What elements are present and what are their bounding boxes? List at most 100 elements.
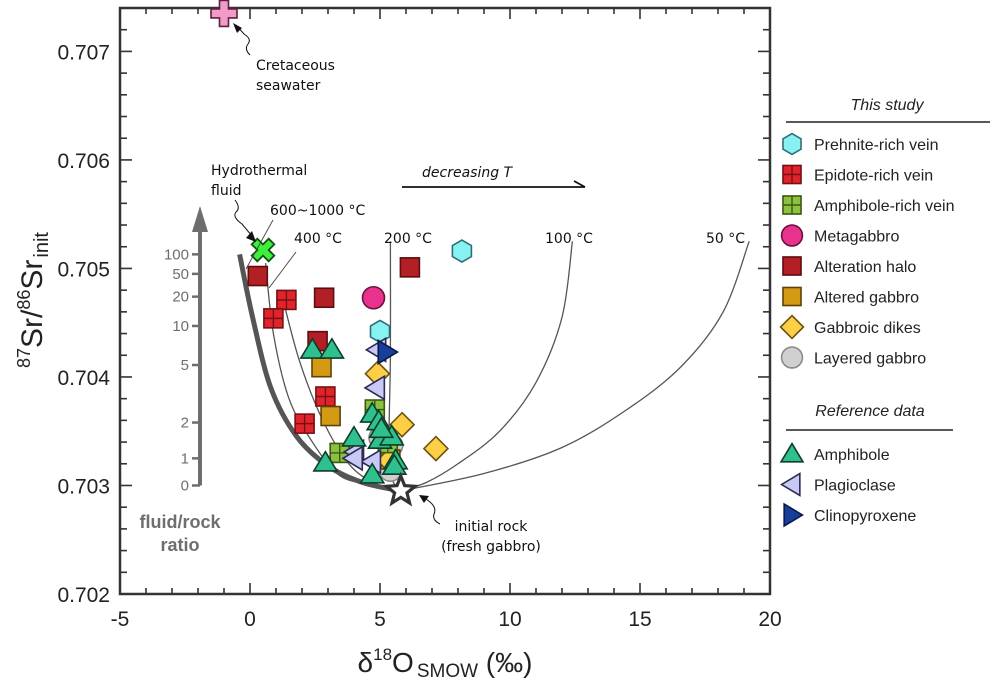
point-amphibole	[312, 450, 339, 472]
point-amphibole	[359, 462, 386, 484]
decreasing-t-arrow-head-icon	[573, 180, 586, 188]
legend-marker-amphibole	[779, 441, 805, 463]
x-axis-title: δ18O SMOW (‰)	[358, 645, 533, 681]
point-amphibole	[318, 337, 345, 359]
point-cretaceous-seawater	[210, 0, 238, 28]
legend-label-amphibole-rich-vein: Amphibole-rich vein	[814, 198, 955, 215]
y-tick-label: 0.706	[57, 150, 110, 173]
point-alteration-halo	[247, 265, 269, 287]
point-amphibole	[368, 416, 395, 439]
fluid-rock-tick-label: 5	[181, 357, 189, 374]
initial-rock-arrow-head-icon	[419, 495, 429, 503]
point-epidote-rich-vein	[294, 413, 315, 434]
y-tick-label: 0.707	[57, 41, 110, 64]
legend-marker-amphibole-rich-vein	[782, 195, 802, 215]
point-initial-rock-fresh-gabbro	[382, 471, 420, 507]
fluid-rock-tick-label: 0	[181, 477, 189, 494]
point-plagioclase	[363, 374, 386, 401]
point-amphibole	[341, 425, 367, 447]
fluid-rock-tick-label: 2	[181, 415, 189, 432]
mixing-curve-600-1000c	[264, 262, 401, 492]
plot-border	[118, 6, 772, 596]
legend-label-metagabbro: Metagabbro	[814, 229, 899, 246]
legend-label-altered-gabbro: Altered gabbro	[814, 290, 919, 307]
point-alteration-halo	[313, 287, 335, 309]
legend-marker-clinopyroxene	[783, 502, 805, 528]
initial-rock-arrow-line	[425, 498, 441, 525]
legend-label-alteration-halo: Alteration halo	[814, 259, 916, 276]
legend-heading: Reference data	[815, 403, 925, 420]
x-tick-label: 10	[498, 608, 521, 631]
temperature-label: 600~1000 °C	[270, 203, 366, 219]
point-altered-gabbro	[320, 405, 341, 427]
legend-marker-metagabbro	[780, 224, 804, 247]
legend-label-gabbroic-dikes: Gabbroic dikes	[814, 320, 921, 337]
legend-marker-alteration-halo	[782, 256, 802, 276]
legend-marker-plagioclase	[779, 472, 801, 497]
plot-frame	[118, 6, 772, 596]
legend-label-amphibole: Amphibole	[814, 447, 890, 464]
legend-label-layered-gabbro: Layered gabbro	[814, 351, 926, 368]
point-alteration-halo	[399, 257, 421, 278]
legend-label-prehnite-rich-vein: Prehnite-rich vein	[814, 137, 939, 154]
legend-marker-prehnite-rich-vein	[782, 132, 802, 156]
legend-marker-altered-gabbro	[782, 286, 802, 307]
point-prehnite-rich-vein	[369, 319, 391, 344]
mixing-curve-400c	[280, 292, 401, 492]
temperature-label: 50 °C	[706, 231, 745, 247]
seawater-arrow-line	[235, 24, 251, 56]
seawater-label: seawater	[256, 78, 321, 94]
legend: This study Prehnite-rich vein Epidote-rich…	[779, 97, 990, 528]
point-metagabbro	[361, 285, 386, 310]
point-amphibole	[299, 337, 326, 359]
x-tick-label: 15	[628, 608, 651, 631]
mixing-curve-50c	[400, 241, 750, 492]
point-amphibole	[381, 453, 408, 475]
point-prehnite-rich-vein	[451, 239, 473, 264]
fluid-label: Hydrothermal	[211, 163, 307, 179]
seawater-arrow-head-icon	[233, 23, 242, 33]
fluid-rock-tick-label: 1	[181, 450, 189, 467]
legend-marker-epidote-rich-vein	[782, 164, 802, 185]
point-clinopyroxene	[377, 339, 400, 365]
fluid-rock-arrow-icon	[192, 206, 208, 232]
fluid-rock-tick-label: 50	[172, 266, 189, 283]
legend-label-clinopyroxene: Clinopyroxene	[814, 508, 916, 525]
legend-heading: This study	[851, 97, 925, 114]
point-hydrothermal-fluid	[250, 237, 276, 263]
x-tick-label: 20	[758, 608, 781, 631]
legend-marker-gabbroic-dikes	[779, 314, 805, 340]
fluid-rock-tick-label: 100	[164, 246, 189, 263]
seawater-label: Cretaceous	[256, 58, 335, 74]
fluid-arrow-head-icon	[246, 231, 256, 242]
x-tick-label: 0	[244, 608, 256, 631]
fluid-rock-tick-label: 20	[172, 289, 189, 306]
decreasing-t-label: decreasing T	[422, 165, 514, 181]
fluid-label: fluid	[211, 183, 241, 199]
y-tick-label: 0.705	[57, 258, 110, 281]
data-points	[210, 0, 473, 507]
point-epidote-rich-vein	[263, 308, 284, 329]
point-altered-gabbro	[311, 356, 332, 378]
point-gabbroic-dikes	[422, 435, 450, 462]
y-tick-label: 0.704	[57, 367, 110, 390]
y-tick-label: 0.702	[57, 584, 110, 607]
y-tick-label: 0.703	[57, 475, 110, 498]
legend-label-plagioclase: Plagioclase	[814, 478, 896, 495]
point-epidote-rich-vein	[315, 386, 336, 407]
mixing-curve-100c	[400, 241, 574, 492]
fluid-arrow-line	[234, 199, 253, 237]
initial-rock-label: initial rock	[455, 519, 529, 535]
y-axis-title: 87Sr/86Srinit	[14, 232, 53, 368]
temperature-label: 100 °C	[545, 231, 593, 247]
x-tick-label: -5	[111, 608, 130, 631]
point-plagioclase	[341, 445, 364, 472]
leader-line-400c	[268, 251, 297, 289]
fluid-rock-tick-label: 10	[172, 318, 189, 335]
temperature-label: 400 °C	[294, 231, 342, 247]
x-tick-label: 5	[374, 608, 386, 631]
legend-label-epidote-rich-vein: Epidote-rich vein	[814, 168, 933, 185]
